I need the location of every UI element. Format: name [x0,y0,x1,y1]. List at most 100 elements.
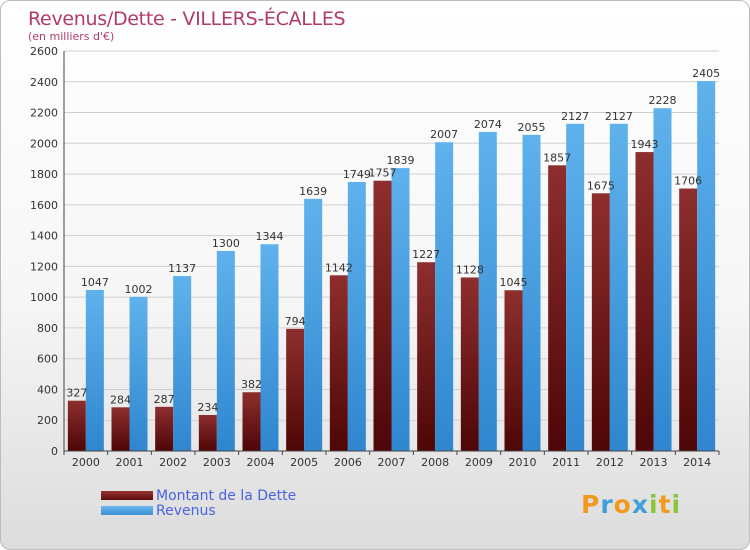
bar-revenus [566,123,585,452]
legend-item-dette[interactable]: Montant de la Dette [101,487,297,504]
bar-dette [373,180,392,451]
logo-letter: i [671,490,682,519]
data-label-dette: 794 [285,315,306,328]
bar-dette [635,152,654,452]
y-tick-label: 1800 [30,168,58,181]
data-label-revenus: 1002 [125,283,153,296]
bar-revenus [391,168,410,452]
data-label-revenus: 1639 [299,185,327,198]
y-tick-label: 1200 [30,260,58,273]
data-label-revenus: 1300 [212,237,240,250]
bar-revenus [653,108,672,451]
x-tick-label: 2005 [290,456,318,469]
logo-letter: t [658,490,672,519]
y-tick-label: 800 [37,322,58,335]
data-label-dette: 382 [241,378,262,391]
logo-letter: r [600,490,614,519]
data-label-revenus: 2405 [692,67,720,80]
x-tick-label: 2010 [509,456,537,469]
data-label-dette: 234 [197,401,218,414]
logo-letter: x [631,490,649,519]
bar-revenus [522,134,541,451]
data-label-revenus: 2127 [605,110,633,123]
chart-title: Revenus/Dette - VILLERS-ÉCALLES [28,8,346,30]
y-tick-label: 200 [37,414,58,427]
chart-subtitle: (en milliers d'€) [28,30,115,43]
bar-dette [591,193,610,452]
data-label-dette: 1943 [631,138,659,151]
data-label-revenus: 2007 [430,128,458,141]
data-labels: 327 1047 284 1002 287 1137 234 1300 382 1344 794 16… [66,67,720,414]
bars [67,81,716,452]
bar-revenus [260,244,279,451]
y-tick-label: 2200 [30,107,58,120]
y-tick-label: 0 [51,445,58,458]
data-label-revenus: 2074 [474,118,502,131]
data-label-dette: 1142 [325,261,353,274]
data-label-dette: 284 [110,393,131,406]
bar-dette [198,415,217,451]
x-tick-label: 2003 [203,456,231,469]
legend: Montant de la Dette Revenus [101,487,297,519]
proxiti-logo: Proxiti [581,490,681,519]
x-tick-label: 2004 [247,456,275,469]
data-label-revenus: 2228 [649,94,677,107]
bar-dette [286,328,305,451]
bar-revenus [173,276,192,451]
bar-dette [679,188,698,452]
data-label-dette: 1706 [674,175,702,188]
legend-label-dette: Montant de la Dette [156,487,297,504]
legend-swatch-dette [101,491,153,500]
x-tick-label: 2006 [334,456,362,469]
y-tick-label: 1000 [30,291,58,304]
data-label-revenus: 2127 [561,110,589,123]
logo-letter: o [613,490,632,519]
bar-dette [548,165,567,452]
data-label-revenus: 1749 [343,168,371,181]
data-label-revenus: 1047 [81,276,109,289]
data-label-dette: 1128 [456,263,484,276]
x-tick-label: 2002 [159,456,187,469]
x-tick-label: 2014 [683,456,711,469]
bar-revenus [85,289,104,451]
data-label-dette: 327 [66,387,87,400]
data-label-revenus: 2055 [518,121,546,134]
data-label-revenus: 1137 [168,262,196,275]
bar-dette [329,275,348,451]
legend-item-revenus[interactable]: Revenus [101,502,296,519]
y-tick-label: 1600 [30,199,58,212]
bar-revenus [435,142,454,451]
bar-dette [155,406,174,451]
data-label-dette: 1227 [412,248,440,261]
bar-dette [417,262,436,451]
y-tick-label: 600 [37,353,58,366]
bar-dette [67,400,86,451]
y-tick-label: 1400 [30,230,58,243]
y-tick-label: 400 [37,383,58,396]
data-label-revenus: 1839 [387,154,415,167]
x-tick-label: 2011 [552,456,580,469]
x-tick-label: 2000 [72,456,100,469]
x-tick-label: 2013 [640,456,668,469]
x-tick-label: 2001 [116,456,144,469]
data-label-dette: 1857 [543,151,571,164]
bar-dette [242,392,261,451]
x-tick-label: 2007 [378,456,406,469]
bar-revenus [304,198,323,451]
x-tick-label: 2009 [465,456,493,469]
data-label-revenus: 1344 [256,230,284,243]
bar-dette [504,290,523,451]
bar-dette [111,407,130,451]
y-tick-label: 2000 [30,137,58,150]
x-tick-label: 2008 [421,456,449,469]
legend-swatch-revenus [101,506,153,515]
x-tick-label: 2012 [596,456,624,469]
data-label-dette: 1045 [500,276,528,289]
bar-revenus [609,123,628,452]
logo-letter: P [581,490,601,519]
bar-revenus [129,296,148,451]
bar-revenus [478,131,497,451]
legend-label-revenus: Revenus [156,502,216,519]
data-label-dette: 1757 [369,167,397,180]
